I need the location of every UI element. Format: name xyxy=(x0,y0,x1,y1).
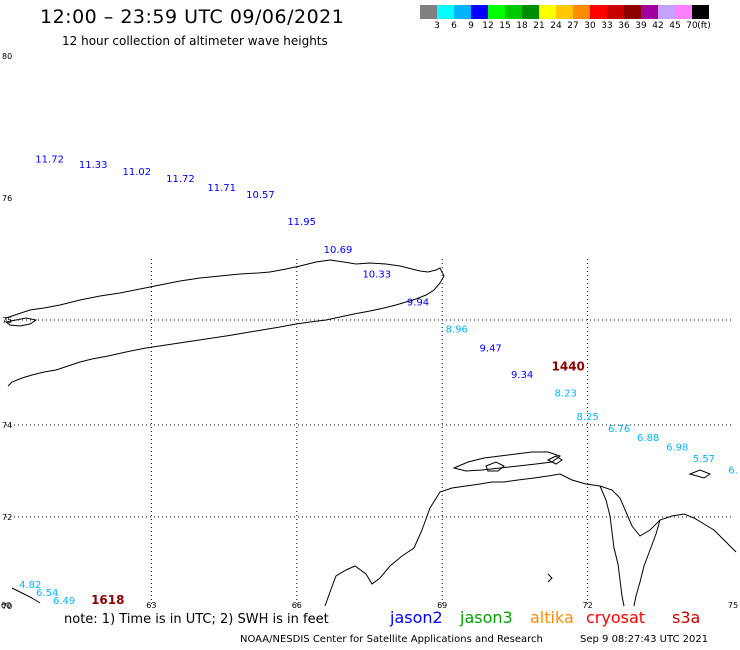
observations-layer: 11.72 11.33 11.02 11.72 11.71 10.57 11.95 10.69… xyxy=(19,155,738,607)
scale-swatch xyxy=(539,5,556,19)
scale-label: 42 xyxy=(652,21,664,31)
scale-swatch xyxy=(590,5,607,19)
pass-time-label: 1618 xyxy=(91,593,124,607)
islet-4 xyxy=(688,469,712,479)
longitude-label: 69 xyxy=(437,601,447,610)
wave-height-value: 4.82 xyxy=(19,580,41,591)
gydan-coast xyxy=(633,519,661,607)
wave-height-value: 9.94 xyxy=(407,297,429,308)
wave-height-value: 8.96 xyxy=(446,325,468,336)
color-scale-labels: 3 6 9 12 15 18 21 24 27 30 33 36 39 42 45 70 (ft) xyxy=(420,21,740,33)
map-title: 12:00 – 23:59 UTC 09/06/2021 xyxy=(40,6,345,28)
latitude-label: 74 xyxy=(2,421,12,430)
scale-label: 45 xyxy=(669,21,681,31)
islet-1 xyxy=(485,461,505,472)
legend-cryosat: cryosat xyxy=(586,608,646,627)
footer-note: note: 1) Time is in UTC; 2) SWH is in fe… xyxy=(64,612,329,627)
wave-height-value: 8.25 xyxy=(576,412,598,423)
scale-label: 18 xyxy=(516,21,528,31)
scale-label: 12 xyxy=(482,21,494,31)
scale-swatch xyxy=(505,5,522,19)
wave-height-value: 6.76 xyxy=(608,424,630,435)
scale-swatch xyxy=(624,5,641,19)
islet-3 xyxy=(547,573,553,583)
scale-label: 70 xyxy=(686,21,698,31)
vaygach-peninsula xyxy=(11,587,41,604)
wave-height-value: 9.34 xyxy=(511,370,533,381)
scale-label: 24 xyxy=(550,21,562,31)
wave-height-value: 10.33 xyxy=(362,269,391,280)
scale-swatch xyxy=(573,5,590,19)
ob-gulf-coast xyxy=(599,485,625,607)
wave-height-value: 8.23 xyxy=(555,389,577,400)
coastline xyxy=(4,259,737,607)
wave-height-value: 5.57 xyxy=(693,454,715,465)
longitude-label: 66 xyxy=(292,601,302,610)
scale-swatch xyxy=(556,5,573,19)
wave-height-value: 6. xyxy=(728,465,738,476)
legend-altika: altika xyxy=(530,608,574,627)
legend-s3a: s3a xyxy=(672,608,701,627)
scale-swatch xyxy=(420,5,437,19)
longitude-label: 75 xyxy=(728,601,738,610)
scale-swatch xyxy=(454,5,471,19)
scale-label: 33 xyxy=(601,21,613,31)
scale-label: 15 xyxy=(499,21,511,31)
novaya-zemlya-west-islet xyxy=(4,317,38,327)
wave-height-value: 11.95 xyxy=(287,217,316,228)
wave-height-value: 11.72 xyxy=(166,174,195,185)
scale-swatch xyxy=(692,5,709,19)
scale-swatch xyxy=(607,5,624,19)
scale-label: 9 xyxy=(468,21,474,31)
wave-height-value: 6.98 xyxy=(666,442,688,453)
scale-swatch xyxy=(437,5,454,19)
scale-unit: (ft) xyxy=(697,21,711,31)
wave-height-value: 11.33 xyxy=(79,160,108,171)
scale-label: 27 xyxy=(567,21,579,31)
color-scale-bar xyxy=(420,5,709,19)
latitude-label: 72 xyxy=(2,513,12,522)
pass-time-label: 1440 xyxy=(552,359,585,373)
longitude-label: 60 xyxy=(1,601,11,610)
scale-swatch xyxy=(471,5,488,19)
latitude-label: 70 xyxy=(2,602,12,611)
wave-height-value: 10.69 xyxy=(324,245,353,256)
wave-height-value: 10.57 xyxy=(246,190,275,201)
scale-label: 30 xyxy=(584,21,596,31)
scale-swatch xyxy=(522,5,539,19)
novaya-zemlya-north-coast xyxy=(5,259,445,387)
scale-swatch xyxy=(488,5,505,19)
generation-timestamp: Sep 9 08:27:43 UTC 2021 xyxy=(580,634,709,645)
belyy-island xyxy=(452,451,562,472)
latitude-label: 80 xyxy=(2,52,12,61)
scale-label: 36 xyxy=(618,21,630,31)
wave-height-value: 11.71 xyxy=(207,183,236,194)
wave-height-value: 9.47 xyxy=(480,344,502,355)
islet-2 xyxy=(546,455,563,465)
wave-height-value: 11.72 xyxy=(35,155,64,166)
wave-height-value: 6.54 xyxy=(36,588,58,599)
scale-label: 6 xyxy=(451,21,457,31)
scale-label: 3 xyxy=(434,21,440,31)
longitude-label: 72 xyxy=(583,601,593,610)
legend-jason2: jason2 xyxy=(390,608,443,627)
wave-height-value: 6.88 xyxy=(637,433,659,444)
latitude-label: 75 xyxy=(2,316,12,325)
scale-swatch xyxy=(641,5,658,19)
wave-height-value: 11.02 xyxy=(123,167,152,178)
source-credit: NOAA/NESDIS Center for Satellite Applica… xyxy=(240,634,543,645)
yamal-west-coast xyxy=(324,473,737,607)
scale-label: 39 xyxy=(635,21,647,31)
legend-jason3: jason3 xyxy=(460,608,513,627)
latitude-label: 76 xyxy=(2,194,12,203)
map-subtitle: 12 hour collection of altimeter wave hei… xyxy=(62,34,328,48)
scale-swatch xyxy=(675,5,692,19)
scale-swatch xyxy=(658,5,675,19)
scale-label: 21 xyxy=(533,21,545,31)
longitude-label: 63 xyxy=(146,601,156,610)
wave-height-value: 6.49 xyxy=(53,596,75,607)
